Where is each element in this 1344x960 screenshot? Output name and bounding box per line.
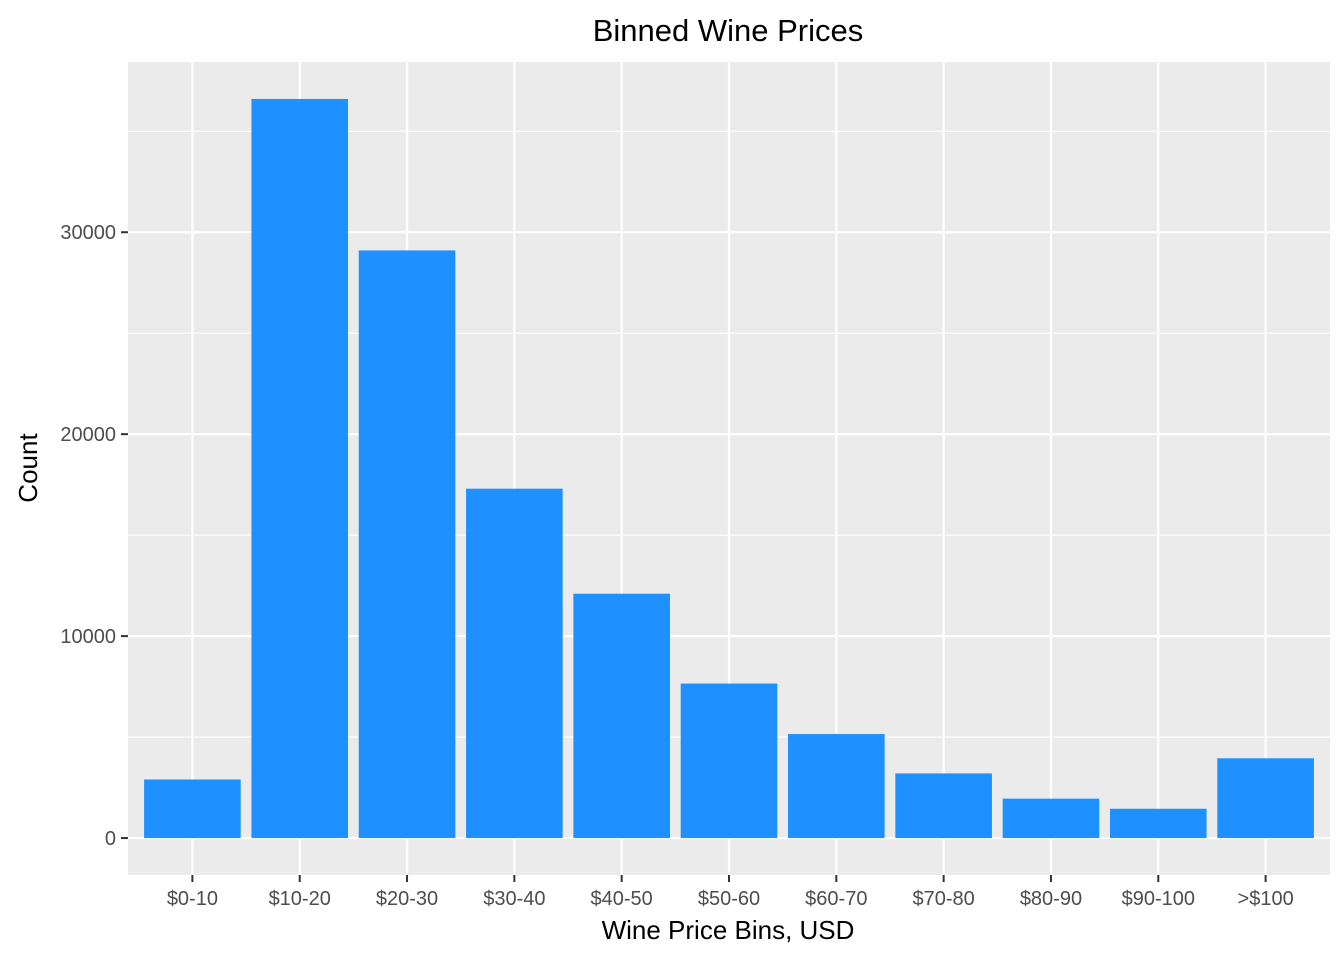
x-tick-label: $10-20 xyxy=(269,888,331,910)
bar-4 xyxy=(466,488,563,839)
bar-8 xyxy=(895,773,992,839)
bar-11 xyxy=(1217,758,1314,839)
x-tick-label: $60-70 xyxy=(805,888,867,910)
x-tick-label: $20-30 xyxy=(376,888,438,910)
bar-5 xyxy=(573,593,670,839)
x-tick-label: $70-80 xyxy=(913,888,975,910)
bar-9 xyxy=(1002,798,1100,839)
bar-10 xyxy=(1109,808,1207,839)
bar-7 xyxy=(788,734,885,839)
x-tick-label: $30-40 xyxy=(483,888,545,910)
x-tick-label: >$100 xyxy=(1238,888,1294,910)
bar-6 xyxy=(680,683,778,839)
bar-1 xyxy=(144,779,241,839)
x-tick-label: $40-50 xyxy=(591,888,653,910)
y-axis-title: Count xyxy=(13,433,43,503)
bar-3 xyxy=(358,250,456,839)
x-axis: $0-10 $10-20 $20-30 $30-40 $40-50 $50-60 $60-7… xyxy=(167,875,1294,910)
y-tick-label: 30000 xyxy=(60,222,116,244)
y-tick-label: 0 xyxy=(105,828,116,850)
x-tick-label: $0-10 xyxy=(167,888,218,910)
x-tick-label: $90-100 xyxy=(1122,888,1195,910)
x-tick-label: $80-90 xyxy=(1020,888,1082,910)
bar-2 xyxy=(251,98,349,839)
chart-title: Binned Wine Prices xyxy=(593,13,864,48)
y-tick-label: 10000 xyxy=(60,626,116,648)
x-tick-label: $50-60 xyxy=(698,888,760,910)
y-axis: 0 10000 20000 30000 xyxy=(60,222,128,850)
x-axis-title: Wine Price Bins, USD xyxy=(602,915,855,945)
y-tick-label: 20000 xyxy=(60,424,116,446)
bars xyxy=(144,98,1314,839)
